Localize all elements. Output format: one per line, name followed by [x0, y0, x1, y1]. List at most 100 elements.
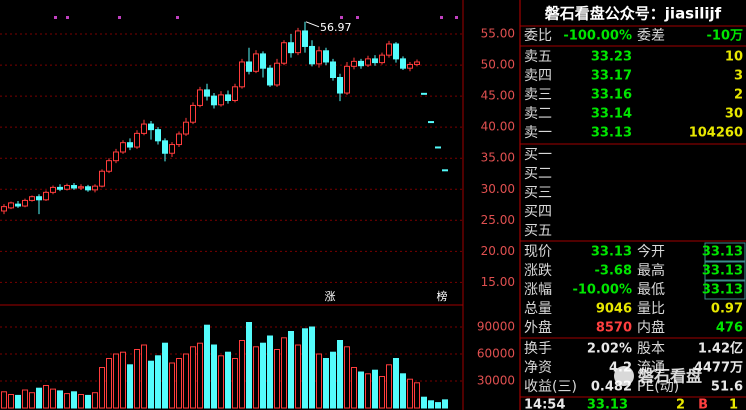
candle-body [148, 123, 154, 131]
top-markers [54, 16, 458, 19]
volume-bar [134, 349, 140, 409]
volume-bar [85, 394, 91, 409]
volume-bar [29, 392, 35, 409]
volume-bar [309, 326, 315, 409]
y-tick-label: 25.00 [481, 213, 515, 227]
value-box [704, 261, 746, 281]
candle-body [99, 170, 105, 187]
candle-body [36, 196, 42, 201]
volume-bar [225, 351, 231, 409]
candle-body [330, 61, 336, 79]
y2-tick-label: 60000 [477, 347, 515, 361]
volume-bar [211, 344, 217, 409]
tick-row: 1 [729, 398, 738, 410]
panel-value: 33.13 [702, 264, 743, 279]
candle-body [71, 185, 77, 189]
tick-row: 14:54 [524, 398, 565, 410]
panel-label: 股本 [637, 341, 665, 357]
volume-bar [120, 351, 126, 409]
max-label: 56.97 [320, 21, 352, 34]
ask-volume: 10 [725, 50, 743, 65]
volume-bar [421, 396, 427, 409]
volume-bar [36, 387, 42, 409]
volume-bar [190, 346, 196, 409]
panel-label: 内盘 [637, 319, 665, 336]
volume-bar [204, 324, 210, 409]
volume-bar [169, 362, 175, 409]
candle-body [211, 95, 217, 106]
panel-label: 委比 [524, 28, 552, 44]
candle-body [43, 191, 49, 201]
volume-bar [246, 322, 252, 409]
panel-label: 总量 [524, 301, 552, 317]
volume-bar [302, 328, 308, 409]
volume-bar [295, 344, 301, 409]
candle-body [78, 186, 84, 189]
panel-value: -100.00% [563, 29, 632, 44]
panel-label: 现价 [524, 244, 552, 260]
candle-body [323, 50, 329, 63]
panel-label: 收益(三) [524, 379, 577, 395]
volume-bar [155, 355, 161, 409]
volume-bar [64, 393, 70, 409]
y-tick-label: 15.00 [481, 275, 515, 289]
volume-bar [393, 358, 399, 409]
ask-price: 33.14 [591, 107, 632, 122]
volume-bar [414, 382, 420, 409]
candle-body [246, 61, 252, 72]
volume-bar [323, 358, 329, 409]
candle-body [421, 92, 427, 95]
candle-body [260, 53, 266, 69]
volume-bar [22, 389, 28, 409]
ask-price: 33.23 [591, 50, 632, 65]
tick-row: 2 [676, 398, 685, 410]
ask-price: 33.13 [591, 126, 632, 141]
volume-bar [379, 376, 385, 409]
candle-body [365, 58, 371, 66]
panel-value: 4477万 [694, 361, 743, 376]
candle-body [288, 42, 294, 54]
volume-bar [113, 353, 119, 409]
candle-body [92, 185, 98, 191]
candle-body [29, 196, 35, 201]
bid-label: 买四 [524, 204, 552, 220]
panel-label: 流通 [637, 360, 665, 376]
volume-bar [1, 391, 7, 409]
volume-bar [428, 400, 434, 409]
volume-bar [442, 399, 448, 409]
volume-bar [351, 367, 357, 409]
candle-body [141, 123, 147, 134]
panel-value: 1.42亿 [698, 341, 743, 357]
volume-bar [337, 340, 343, 409]
volume-bar [57, 390, 63, 409]
panel-label: 外盘 [524, 319, 552, 336]
panel-value: 9046 [596, 302, 632, 317]
candle-body [85, 186, 91, 191]
panel-value: 0.97 [711, 302, 743, 317]
candle-body [232, 86, 238, 101]
tick-row: B [698, 398, 708, 410]
y-tick-label: 35.00 [481, 151, 515, 165]
volume-bar [162, 342, 168, 409]
candle-body [169, 144, 175, 154]
ask-label: 卖五 [524, 49, 552, 65]
panel-value: 8570 [596, 321, 632, 336]
candle-body [127, 142, 133, 148]
watermark: 磐石看盘 [614, 366, 702, 386]
panel-separators [520, 25, 746, 398]
candle-body [386, 43, 392, 56]
candle-body [372, 58, 378, 64]
candle-body [197, 89, 203, 106]
panel-value: 33.13 [702, 245, 743, 260]
watermark-text: 磐石看盘 [637, 367, 702, 386]
volume-bar [372, 369, 378, 409]
volume-bar [274, 349, 280, 409]
candle-body [309, 45, 315, 65]
candle-body [113, 151, 119, 162]
volume-bar [330, 351, 336, 409]
panel-value: -10.00% [572, 283, 632, 298]
candle-body [1, 206, 7, 212]
value-box [704, 280, 746, 300]
